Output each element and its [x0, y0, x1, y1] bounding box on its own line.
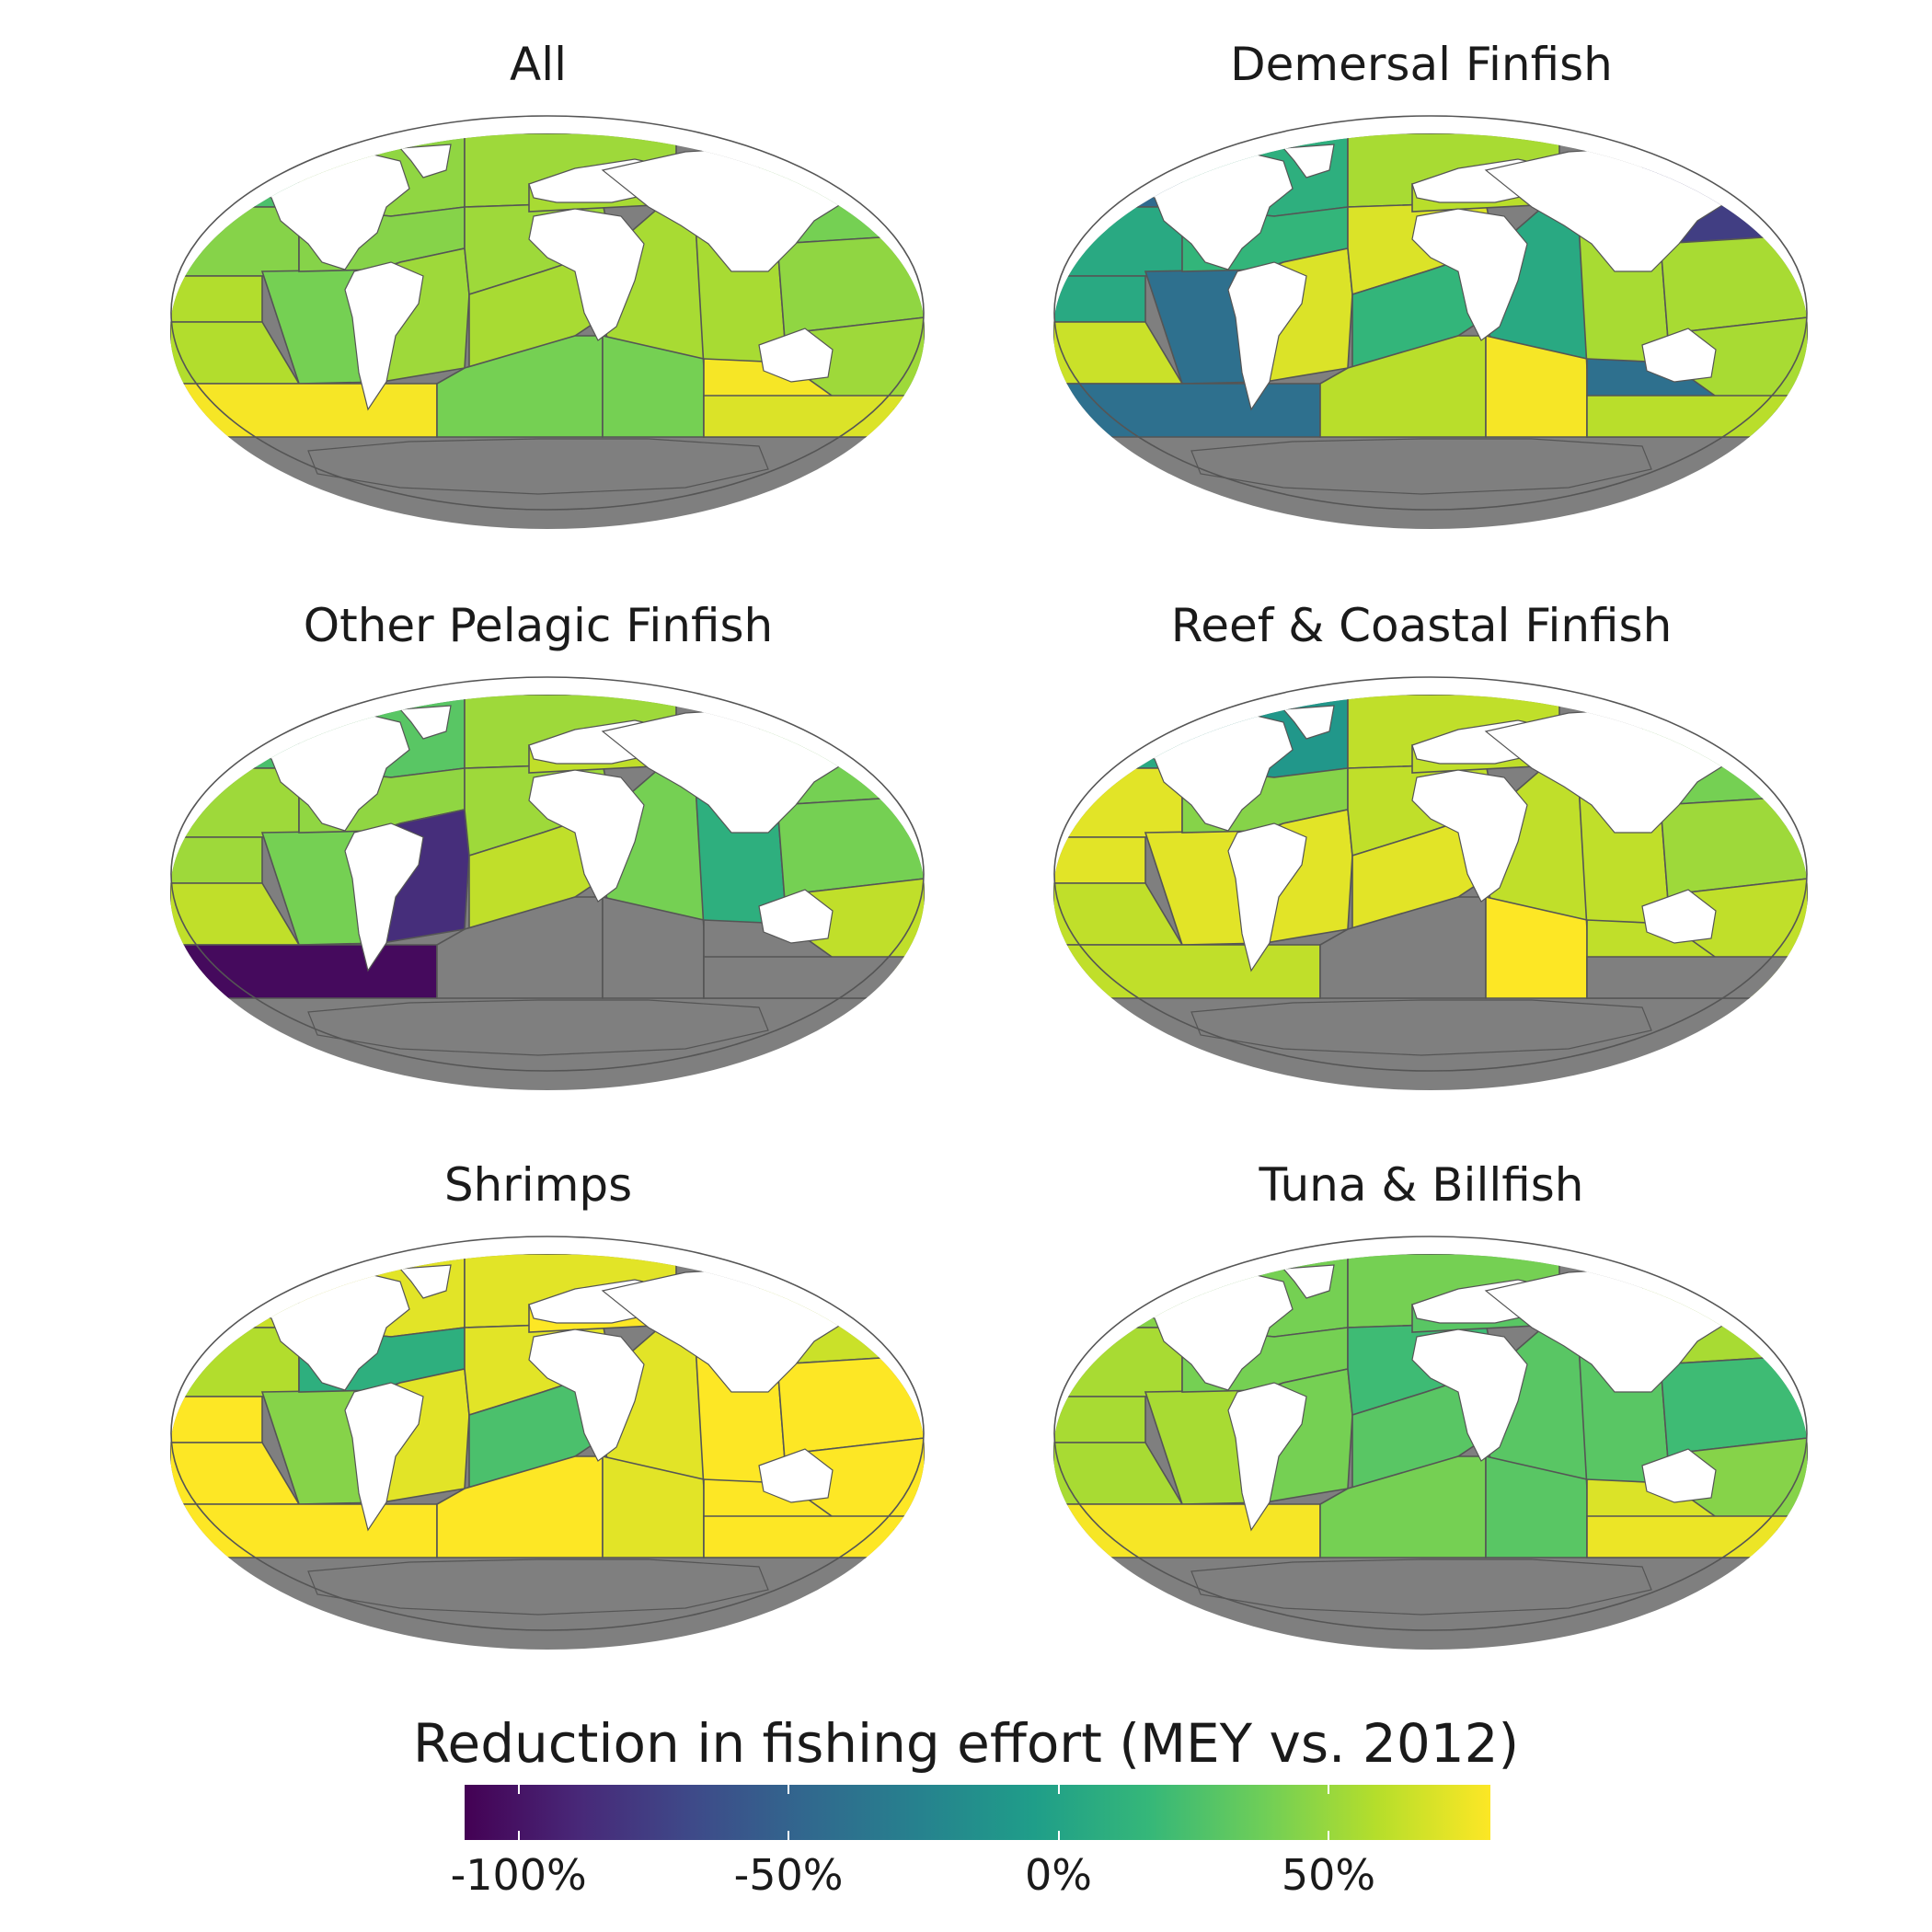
fishing-region: Southern Pacific (west): [703, 1515, 925, 1558]
world-map: Northeast Pacific (north)Northeast Pacif…: [1053, 676, 1808, 1090]
panel-title: Reef & Coastal Finfish: [1170, 599, 1673, 652]
landmass: [1411, 769, 1528, 903]
world-map: Northeast Pacific (north)Northeast Pacif…: [170, 1236, 925, 1650]
landmass: [528, 208, 645, 341]
fishing-region: Southern Pacific (west): [703, 956, 925, 999]
map-outline: [170, 115, 925, 511]
world-map: Northeast Pacific (north)Northeast Pacif…: [170, 115, 925, 529]
map-outline: [1053, 676, 1808, 1072]
fishing-region: Southern Pacific (west): [1586, 395, 1808, 438]
fishing-region: Eastern Central Pacific: [1053, 1396, 1146, 1443]
antarctica-landmass: [1190, 999, 1652, 1056]
fishing-region: Eastern Central Pacific: [170, 836, 263, 884]
landmass: [398, 705, 452, 740]
landmass: [344, 822, 424, 972]
panel-demersal-finfish: Demersal Finfish Northeast Pacific (nort…: [1026, 0, 1817, 552]
antarctica-landmass: [1190, 1558, 1652, 1616]
landmass: [1227, 261, 1307, 411]
fishing-region: Eastern Central Pacific: [170, 1396, 263, 1443]
fishing-region: Southern Pacific (west): [703, 395, 925, 438]
legend-tick-label: -100%: [450, 1850, 587, 1900]
fishing-region: Southern Pacific: [1053, 1503, 1321, 1558]
color-legend: Reduction in fishing effort (MEY vs. 201…: [0, 1711, 1932, 1932]
landmass: [1282, 144, 1335, 178]
landmass: [1282, 705, 1335, 740]
fishing-region: Eastern Central Pacific: [1053, 275, 1146, 323]
antarctica-landmass: [307, 1558, 769, 1616]
legend-tick-label: 0%: [1025, 1850, 1092, 1900]
landmass: [758, 889, 834, 944]
landmass: [1282, 1264, 1335, 1299]
legend-tick-label: -50%: [733, 1850, 844, 1900]
world-map: Northeast Pacific (north)Northeast Pacif…: [170, 676, 925, 1090]
panel-tuna-billfish: Tuna & Billfish Northeast Pacific (north…: [1026, 1121, 1817, 1673]
fishing-region: Southern Pacific: [170, 383, 438, 438]
legend-tick-mark: [788, 1831, 790, 1840]
legend-tick-mark: [1327, 1831, 1329, 1840]
legend-colorbar: [465, 1785, 1490, 1840]
world-map: Northeast Pacific (north)Northeast Pacif…: [1053, 1236, 1808, 1650]
fishing-region: Eastern Central Pacific: [1053, 836, 1146, 884]
panel-title: Shrimps: [443, 1158, 633, 1212]
landmass: [1641, 328, 1717, 383]
panel-title: All: [510, 38, 567, 91]
map-outline: [170, 1236, 925, 1631]
antarctica-landmass: [307, 438, 769, 495]
legend-tick-label: 50%: [1281, 1850, 1376, 1900]
landmass: [1227, 822, 1307, 972]
antarctica-landmass: [307, 999, 769, 1056]
landmass: [398, 144, 452, 178]
panel-shrimps: Shrimps Northeast Pacific (north)Northea…: [143, 1121, 934, 1673]
legend-tick-mark: [1057, 1831, 1060, 1840]
fishing-region: Southern Pacific: [1053, 383, 1321, 438]
landmass: [528, 1328, 645, 1462]
landmass: [758, 328, 834, 383]
panel-title: Demersal Finfish: [1230, 38, 1613, 91]
panel-reef-coastal-finfish: Reef & Coastal Finfish Northeast Pacific…: [1026, 561, 1817, 1113]
legend-tick-mark: [517, 1831, 520, 1840]
landmass: [344, 1382, 424, 1532]
landmass: [1641, 1448, 1717, 1503]
panel-title: Tuna & Billfish: [1259, 1158, 1584, 1212]
fishing-region: Southern Pacific (west): [1586, 956, 1808, 999]
legend-tick-mark: [1057, 1785, 1060, 1794]
antarctica-landmass: [1190, 438, 1652, 495]
fishing-region: Southern Pacific (west): [1586, 1515, 1808, 1558]
fishing-region: Southern Pacific: [1053, 944, 1321, 999]
legend-tick-mark: [788, 1785, 790, 1794]
landmass: [1227, 1382, 1307, 1532]
panel-title: Other Pelagic Finfish: [303, 599, 774, 652]
legend-tick-mark: [517, 1785, 520, 1794]
map-outline: [170, 676, 925, 1072]
fishing-region: Southern Pacific: [170, 1503, 438, 1558]
map-outline: [1053, 115, 1808, 511]
world-map: Northeast Pacific (north)Northeast Pacif…: [1053, 115, 1808, 529]
panel-all: All Northeast Pacific (north)Northeast P…: [143, 0, 934, 552]
map-outline: [1053, 1236, 1808, 1631]
landmass: [758, 1448, 834, 1503]
landmass: [1641, 889, 1717, 944]
legend-title: Reduction in fishing effort (MEY vs. 201…: [412, 1712, 1520, 1775]
landmass: [398, 1264, 452, 1299]
legend-tick-mark: [1327, 1785, 1329, 1794]
landmass: [1411, 208, 1528, 341]
panel-other-pelagic-finfish: Other Pelagic Finfish Northeast Pacific …: [143, 561, 934, 1113]
fishing-region: Eastern Central Pacific: [170, 275, 263, 323]
landmass: [528, 769, 645, 903]
fishing-region: Southern Pacific: [170, 944, 438, 999]
landmass: [344, 261, 424, 411]
landmass: [1411, 1328, 1528, 1462]
